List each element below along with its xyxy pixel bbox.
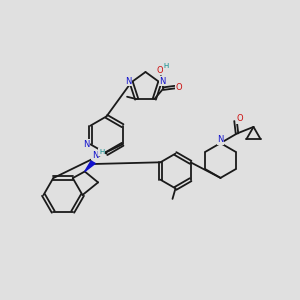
Text: N: N bbox=[125, 77, 131, 86]
Text: N: N bbox=[92, 151, 98, 160]
Text: O: O bbox=[175, 82, 182, 91]
Text: O: O bbox=[157, 65, 163, 74]
Polygon shape bbox=[85, 161, 95, 172]
Text: N: N bbox=[83, 140, 89, 149]
Text: H: H bbox=[99, 149, 104, 155]
Text: H: H bbox=[164, 63, 169, 69]
Text: N: N bbox=[217, 135, 224, 144]
Text: N: N bbox=[160, 77, 166, 86]
Text: O: O bbox=[236, 114, 243, 123]
